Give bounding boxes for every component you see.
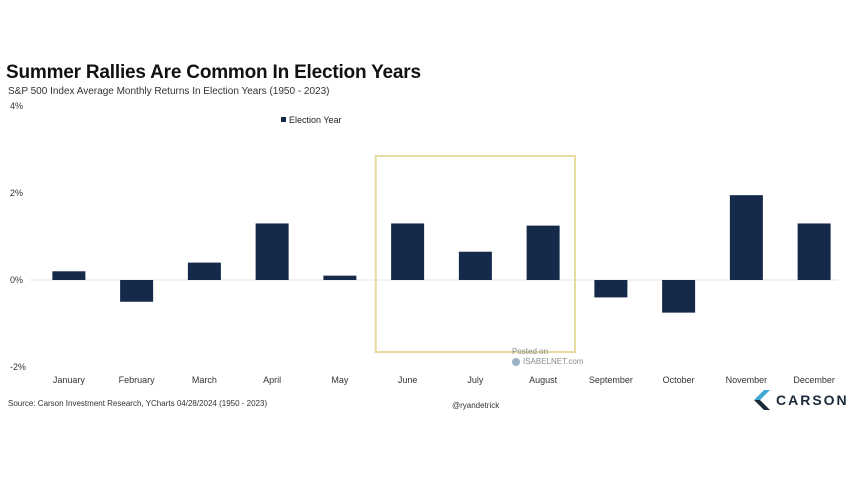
brand-name: CARSON bbox=[776, 392, 848, 408]
bar-june bbox=[391, 223, 425, 280]
summer-highlight-box bbox=[374, 155, 576, 353]
x-tick-label: March bbox=[192, 375, 217, 385]
y-axis: 4% 2% 0% -2% bbox=[10, 101, 26, 372]
bar-august bbox=[526, 225, 560, 280]
x-tick-label: January bbox=[53, 375, 86, 385]
carson-logo-icon bbox=[754, 390, 770, 410]
x-axis: January February March April May June July Augu… bbox=[53, 375, 835, 385]
bar-july bbox=[458, 251, 492, 280]
watermark: Posted on ISABELNET.com bbox=[512, 347, 583, 367]
bar-april bbox=[255, 223, 289, 280]
chart-title: Summer Rallies Are Common In Election Ye… bbox=[6, 62, 421, 83]
watermark-site: ISABELNET.com bbox=[523, 357, 584, 366]
bar-series bbox=[52, 195, 831, 313]
bar-january bbox=[52, 271, 86, 280]
carson-brand: CARSON bbox=[754, 390, 848, 410]
x-tick-label: April bbox=[263, 375, 281, 385]
source-note: Source: Carson Investment Research, YCha… bbox=[8, 399, 268, 408]
x-tick-label: May bbox=[331, 375, 349, 385]
bar-february bbox=[120, 280, 154, 302]
x-tick-label: July bbox=[467, 375, 484, 385]
legend-swatch bbox=[281, 117, 286, 122]
bar-october bbox=[662, 280, 696, 313]
bar-december bbox=[797, 223, 831, 280]
x-tick-label: September bbox=[589, 375, 633, 385]
watermark-site-row: ISABELNET.com bbox=[512, 357, 583, 367]
x-tick-label: June bbox=[398, 375, 418, 385]
legend-label: Election Year bbox=[289, 115, 342, 125]
y-tick-label: -2% bbox=[10, 362, 26, 372]
chart-subtitle: S&P 500 Index Average Monthly Returns In… bbox=[8, 86, 330, 97]
bar-may bbox=[323, 275, 357, 280]
x-tick-label: August bbox=[529, 375, 558, 385]
x-tick-label: December bbox=[793, 375, 835, 385]
isabelnet-logo-icon bbox=[512, 358, 520, 366]
x-tick-label: February bbox=[119, 375, 156, 385]
watermark-posted: Posted on bbox=[512, 347, 549, 356]
y-tick-label: 4% bbox=[10, 101, 23, 111]
bar-september bbox=[594, 280, 628, 298]
y-tick-label: 0% bbox=[10, 275, 23, 285]
legend: Election Year bbox=[281, 115, 342, 125]
y-tick-label: 2% bbox=[10, 188, 23, 198]
bar-november bbox=[729, 195, 763, 280]
author-handle: @ryandetrick bbox=[452, 401, 500, 410]
x-tick-label: October bbox=[663, 375, 695, 385]
x-tick-label: November bbox=[726, 375, 768, 385]
bar-march bbox=[187, 262, 221, 280]
